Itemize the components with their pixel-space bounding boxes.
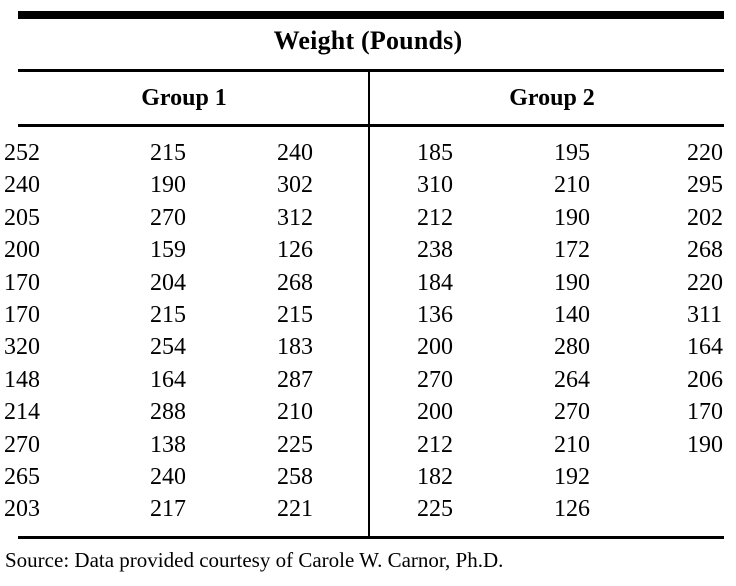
group-divider-line (368, 69, 370, 537)
weight-value: 240 (4, 172, 40, 199)
rule-under-title (18, 69, 724, 72)
weight-value: 215 (150, 140, 186, 166)
weight-value: 148 (4, 366, 40, 393)
weight-value: 159 (150, 237, 186, 264)
weight-value: 170 (4, 301, 40, 328)
weight-value: 225 (277, 431, 313, 458)
weight-value: 220 (687, 269, 723, 296)
group-1-header: Group 1 (141, 85, 227, 111)
weight-value: 221 (277, 496, 313, 523)
weight-value: 185 (417, 140, 453, 166)
weight-value: 302 (277, 172, 313, 199)
table-title: Weight (Pounds) (273, 26, 463, 55)
weight-value: 311 (687, 301, 723, 328)
weight-value: 190 (150, 172, 186, 199)
weight-value: 170 (4, 269, 40, 296)
weight-value: 310 (417, 172, 453, 199)
weight-value: 215 (277, 301, 313, 328)
weight-value (683, 463, 736, 495)
weight-data-grid: 252 215 240 185 195 220 240 190 302 310 … (0, 139, 736, 528)
weight-value: 204 (150, 269, 186, 296)
weight-value: 182 (417, 463, 453, 490)
group-2-header: Group 2 (509, 85, 595, 111)
weight-value: 195 (554, 140, 590, 166)
weight-value: 258 (277, 463, 313, 490)
weight-value: 203 (4, 496, 40, 523)
weight-value: 270 (554, 399, 590, 426)
weight-value: 190 (687, 431, 723, 458)
weight-value: 287 (277, 366, 313, 393)
weight-value: 270 (4, 431, 40, 458)
weight-value: 212 (417, 431, 453, 458)
weight-value: 170 (687, 399, 723, 426)
weight-value: 210 (554, 431, 590, 458)
weight-value: 240 (277, 140, 313, 166)
weight-value: 202 (687, 204, 723, 231)
weight-value: 200 (417, 334, 453, 361)
weight-value: 238 (417, 237, 453, 264)
weight-value: 252 (4, 140, 40, 166)
weight-value: 212 (417, 204, 453, 231)
weight-value: 184 (417, 269, 453, 296)
weight-value: 320 (4, 334, 40, 361)
weight-value: 136 (417, 301, 453, 328)
weight-value: 280 (554, 334, 590, 361)
weight-value: 200 (4, 237, 40, 264)
rule-under-headers (18, 124, 724, 127)
weight-value: 312 (277, 204, 313, 231)
weight-value: 183 (277, 334, 313, 361)
weight-value: 210 (554, 172, 590, 199)
weight-value: 268 (687, 237, 723, 264)
weight-value: 206 (687, 366, 723, 393)
weight-value: 225 (417, 496, 453, 523)
weight-value: 268 (277, 269, 313, 296)
weight-value: 164 (150, 366, 186, 393)
weight-value: 210 (277, 399, 313, 426)
weight-value: 172 (554, 237, 590, 264)
weight-value: 205 (4, 204, 40, 231)
top-thick-rule (18, 11, 724, 19)
weight-value: 126 (277, 237, 313, 264)
weight-value: 215 (150, 301, 186, 328)
weight-value: 295 (687, 172, 723, 199)
weight-value: 140 (554, 301, 590, 328)
weight-value: 217 (150, 496, 186, 523)
weight-value: 254 (150, 334, 186, 361)
weight-value: 270 (417, 366, 453, 393)
weight-value (683, 495, 736, 527)
weight-value: 270 (150, 204, 186, 231)
weight-value: 138 (150, 431, 186, 458)
bottom-rule (18, 536, 724, 539)
weight-value: 220 (687, 140, 723, 166)
weight-value: 126 (554, 496, 590, 523)
weight-value: 265 (4, 463, 40, 490)
weight-value: 190 (554, 269, 590, 296)
weight-value: 164 (687, 334, 723, 361)
source-note: Source: Data provided courtesy of Carole… (5, 548, 504, 572)
weight-value: 288 (150, 399, 186, 426)
weight-value: 264 (554, 366, 590, 393)
weight-value: 190 (554, 204, 590, 231)
weight-value: 240 (150, 463, 186, 490)
weight-value: 192 (554, 463, 590, 490)
weight-value: 214 (4, 399, 40, 426)
weight-value: 200 (417, 399, 453, 426)
